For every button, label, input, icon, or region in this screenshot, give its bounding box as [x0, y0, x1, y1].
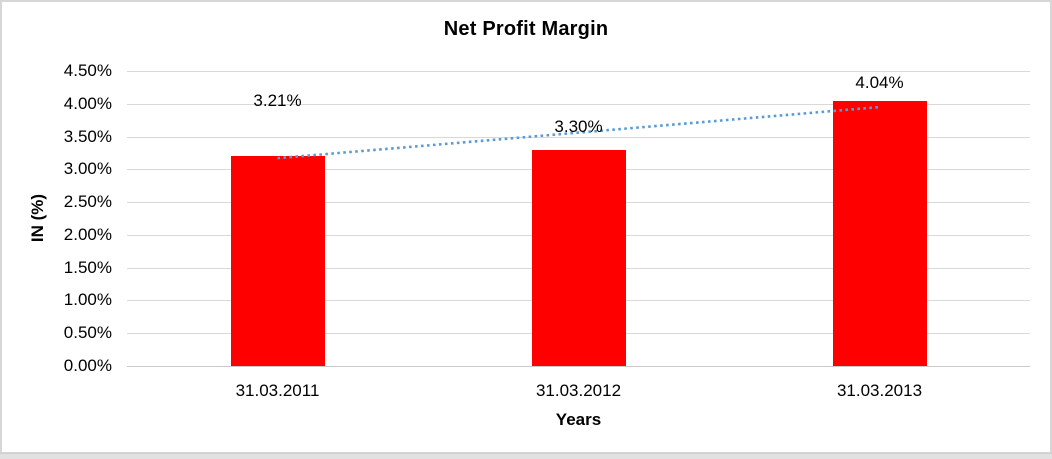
data-label: 3.21%	[253, 91, 302, 110]
y-tick-label: 0.50%	[63, 323, 112, 343]
plot-area: 3.21% 3.30% 4.04%	[127, 71, 1030, 367]
y-tick-label: 1.00%	[63, 290, 112, 310]
bar-31.03.2011	[230, 155, 325, 366]
data-label: 3.30%	[554, 117, 603, 136]
y-tick-label: 2.50%	[63, 192, 112, 212]
x-tick-label: 31.03.2011	[235, 381, 320, 400]
bar-31.03.2013	[832, 101, 927, 366]
chart-title: Net Profit Margin	[443, 18, 609, 40]
y-axis-tick-labels: 4.50% 4.00% 3.50% 3.00% 2.50% 2.00% 1.50% 1.00%…	[12, 61, 112, 375]
x-tick-label: 31.03.2013	[836, 381, 923, 400]
gridline	[127, 103, 1030, 105]
y-tick-label: 4.00%	[63, 93, 112, 113]
window-bottom-edge	[0, 453, 1052, 459]
x-axis-title: Years	[555, 410, 602, 429]
y-tick-label: 3.00%	[63, 159, 112, 179]
y-tick-label: 1.50%	[63, 257, 112, 277]
gridline	[127, 366, 1030, 367]
data-label: 4.04%	[855, 73, 904, 92]
y-tick-label: 0.00%	[63, 356, 112, 375]
y-tick-label: 4.50%	[63, 61, 112, 80]
gridline	[127, 71, 1030, 72]
bar-31.03.2012	[531, 149, 626, 366]
y-tick-label: 2.00%	[63, 224, 112, 244]
x-tick-label: 31.03.2012	[535, 381, 622, 400]
y-tick-label: 3.50%	[63, 126, 112, 146]
